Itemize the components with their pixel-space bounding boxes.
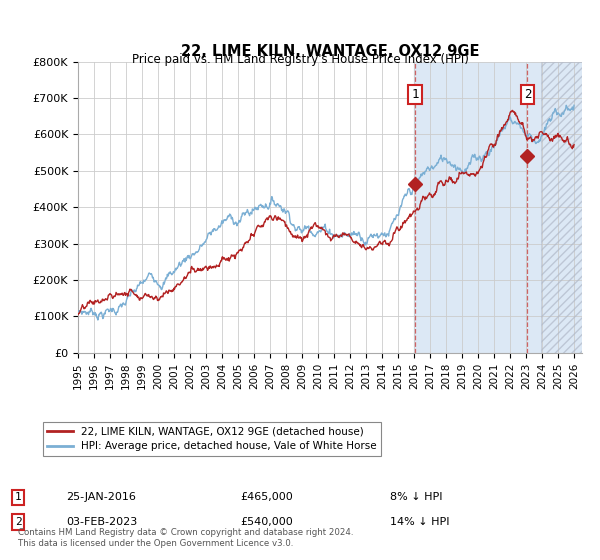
Text: Contains HM Land Registry data © Crown copyright and database right 2024.
This d: Contains HM Land Registry data © Crown c… xyxy=(18,528,353,548)
Text: 2: 2 xyxy=(14,517,22,527)
Text: 1: 1 xyxy=(14,492,22,502)
Text: £465,000: £465,000 xyxy=(240,492,293,502)
Bar xyxy=(414,62,582,353)
Text: 8% ↓ HPI: 8% ↓ HPI xyxy=(390,492,443,502)
Text: £540,000: £540,000 xyxy=(240,517,293,527)
Bar xyxy=(541,62,582,353)
Text: 2: 2 xyxy=(524,88,531,101)
Legend: 22, LIME KILN, WANTAGE, OX12 9GE (detached house), HPI: Average price, detached : 22, LIME KILN, WANTAGE, OX12 9GE (detach… xyxy=(43,422,381,456)
Title: 22, LIME KILN, WANTAGE, OX12 9GE: 22, LIME KILN, WANTAGE, OX12 9GE xyxy=(181,44,479,59)
Text: Price paid vs. HM Land Registry's House Price Index (HPI): Price paid vs. HM Land Registry's House … xyxy=(131,53,469,66)
Text: 14% ↓ HPI: 14% ↓ HPI xyxy=(390,517,449,527)
Text: 25-JAN-2016: 25-JAN-2016 xyxy=(66,492,136,502)
Text: 1: 1 xyxy=(412,88,419,101)
Text: 03-FEB-2023: 03-FEB-2023 xyxy=(66,517,137,527)
